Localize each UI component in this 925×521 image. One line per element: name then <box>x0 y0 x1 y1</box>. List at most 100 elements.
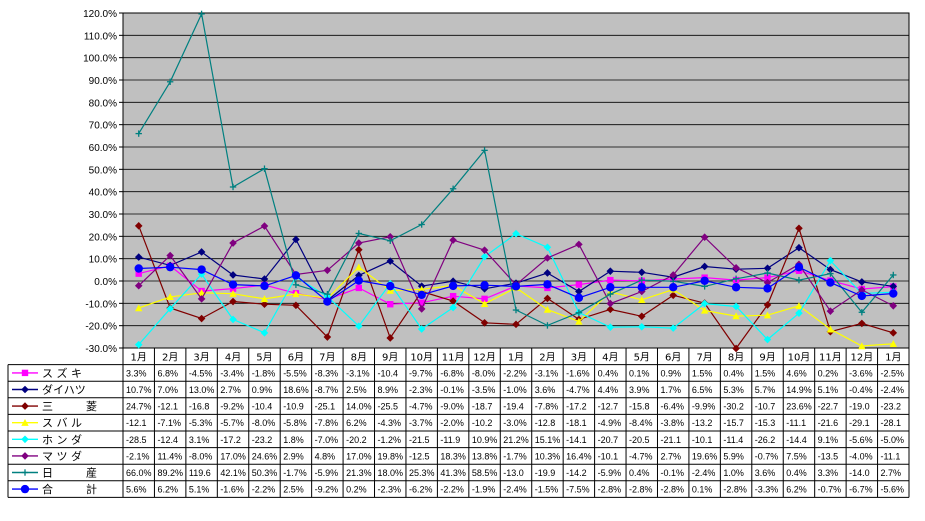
data-label: 23.6% <box>786 402 812 412</box>
data-label: -12.8 <box>535 418 556 428</box>
data-point <box>449 297 457 305</box>
data-label: -23.2 <box>881 402 902 412</box>
data-label: -5.0% <box>881 435 905 445</box>
data-point <box>606 299 615 308</box>
data-label: -14.2 <box>566 468 587 478</box>
data-point <box>449 185 457 192</box>
data-point <box>512 320 520 329</box>
data-point <box>826 256 835 265</box>
data-label: -3.4% <box>220 368 244 378</box>
data-label: -26.2 <box>755 435 776 445</box>
data-point <box>417 305 426 313</box>
data-point <box>480 318 489 327</box>
data-label: 18.6% <box>283 385 309 395</box>
data-point <box>355 322 363 330</box>
data-label: 14.0% <box>346 402 372 412</box>
x-category-label: 4月 <box>225 352 241 364</box>
x-category-label: 12月 <box>473 352 496 364</box>
data-point <box>637 283 646 292</box>
data-label: 3.9% <box>629 385 650 395</box>
data-label: -2.4% <box>503 485 527 495</box>
data-point <box>166 304 174 313</box>
data-point <box>134 253 143 261</box>
data-point <box>763 311 772 319</box>
data-label: 5.3% <box>723 385 744 395</box>
data-point <box>292 290 300 298</box>
data-label: -10.4 <box>252 402 273 412</box>
data-point <box>134 281 143 290</box>
data-label: -8.0% <box>252 418 276 428</box>
legend-key <box>12 435 38 444</box>
data-point <box>637 322 646 331</box>
data-label: -7.8% <box>315 418 339 428</box>
data-label: 2.7% <box>881 468 902 478</box>
data-label: 6.2% <box>157 485 178 495</box>
data-point <box>794 262 804 272</box>
data-label: -9.9% <box>692 402 716 412</box>
data-label: -7.5% <box>566 485 590 495</box>
data-label: -10.1 <box>692 435 713 445</box>
data-point <box>889 282 898 291</box>
data-point <box>544 322 551 329</box>
data-label: 13.0% <box>189 385 215 395</box>
data-label: -15.7 <box>723 418 744 428</box>
data-label: -0.1% <box>660 468 684 478</box>
data-point <box>20 484 30 494</box>
data-label: 5.6% <box>126 485 147 495</box>
data-point <box>229 239 237 247</box>
x-category-label: 5月 <box>634 352 650 364</box>
data-point <box>606 267 615 275</box>
data-point <box>448 281 458 291</box>
data-label: 6.5% <box>692 385 713 395</box>
data-label: -3.8% <box>660 418 684 428</box>
data-point <box>134 264 143 273</box>
data-point <box>543 305 552 313</box>
data-label: 0.1% <box>692 485 713 495</box>
data-point <box>637 312 646 321</box>
data-label: -19.4 <box>503 402 524 412</box>
data-label: -3.1% <box>346 368 370 378</box>
data-label: 10.7% <box>126 385 152 395</box>
data-point <box>449 277 457 286</box>
data-point <box>260 275 269 283</box>
data-label: 14.9% <box>786 385 812 395</box>
series-name: ス バ ル <box>42 417 82 430</box>
data-point <box>575 281 583 288</box>
data-point <box>826 325 835 333</box>
data-label: 3.3% <box>126 368 147 378</box>
data-point <box>480 300 489 307</box>
data-label: -21.1 <box>660 435 681 445</box>
data-label: 5.7% <box>755 385 776 395</box>
data-label: 0.9% <box>252 385 273 395</box>
data-label: -2.3% <box>378 485 402 495</box>
data-label: -11.9 <box>440 435 460 445</box>
x-category-label: 1月 <box>508 352 524 364</box>
y-tick-label: 30.0% <box>89 210 117 221</box>
data-point <box>732 302 740 311</box>
data-label: 3.1% <box>189 435 210 445</box>
data-label: -23.2 <box>252 435 273 445</box>
y-tick-label: 50.0% <box>89 165 117 176</box>
data-point <box>449 303 457 312</box>
data-label: -11.1 <box>881 451 901 461</box>
data-label: -6.4% <box>660 402 684 412</box>
y-tick-label: 10.0% <box>89 255 117 266</box>
data-label: 4.4% <box>598 385 619 395</box>
data-label: 24.7% <box>126 402 152 412</box>
data-point <box>198 10 205 18</box>
data-label: 10.3% <box>535 451 561 461</box>
x-category-label: 6月 <box>288 352 304 364</box>
data-label: 9.1% <box>818 435 839 445</box>
data-point <box>889 301 898 310</box>
data-label: 5.1% <box>818 385 839 395</box>
data-point <box>197 289 206 297</box>
x-category-label: 10月 <box>410 352 433 364</box>
data-point <box>763 264 772 273</box>
legend-key <box>12 419 38 426</box>
data-point <box>197 248 206 256</box>
data-label: 2.5% <box>283 485 304 495</box>
data-point <box>543 280 552 289</box>
data-point <box>355 263 363 271</box>
data-label: -2.8% <box>598 485 622 495</box>
